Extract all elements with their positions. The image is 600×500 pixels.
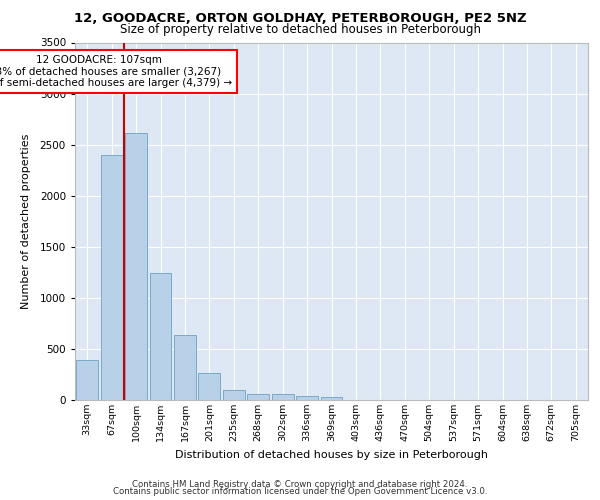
Bar xyxy=(125,134,147,400)
Bar xyxy=(199,374,220,400)
Bar xyxy=(247,394,269,400)
Bar xyxy=(223,390,245,400)
Text: 12, GOODACRE, ORTON GOLDHAY, PETERBOROUGH, PE2 5NZ: 12, GOODACRE, ORTON GOLDHAY, PETERBOROUG… xyxy=(74,12,526,26)
Bar xyxy=(101,155,122,400)
Bar xyxy=(174,334,196,400)
Bar xyxy=(76,360,98,400)
Bar xyxy=(149,274,172,400)
Text: Contains HM Land Registry data © Crown copyright and database right 2024.: Contains HM Land Registry data © Crown c… xyxy=(132,480,468,489)
Bar xyxy=(272,394,293,400)
Y-axis label: Number of detached properties: Number of detached properties xyxy=(22,134,31,309)
Text: 12 GOODACRE: 107sqm
← 43% of detached houses are smaller (3,267)
57% of semi-det: 12 GOODACRE: 107sqm ← 43% of detached ho… xyxy=(0,55,232,88)
Text: Size of property relative to detached houses in Peterborough: Size of property relative to detached ho… xyxy=(119,22,481,36)
Bar xyxy=(296,396,318,400)
X-axis label: Distribution of detached houses by size in Peterborough: Distribution of detached houses by size … xyxy=(175,450,488,460)
Bar xyxy=(320,398,343,400)
Text: Contains public sector information licensed under the Open Government Licence v3: Contains public sector information licen… xyxy=(113,487,487,496)
